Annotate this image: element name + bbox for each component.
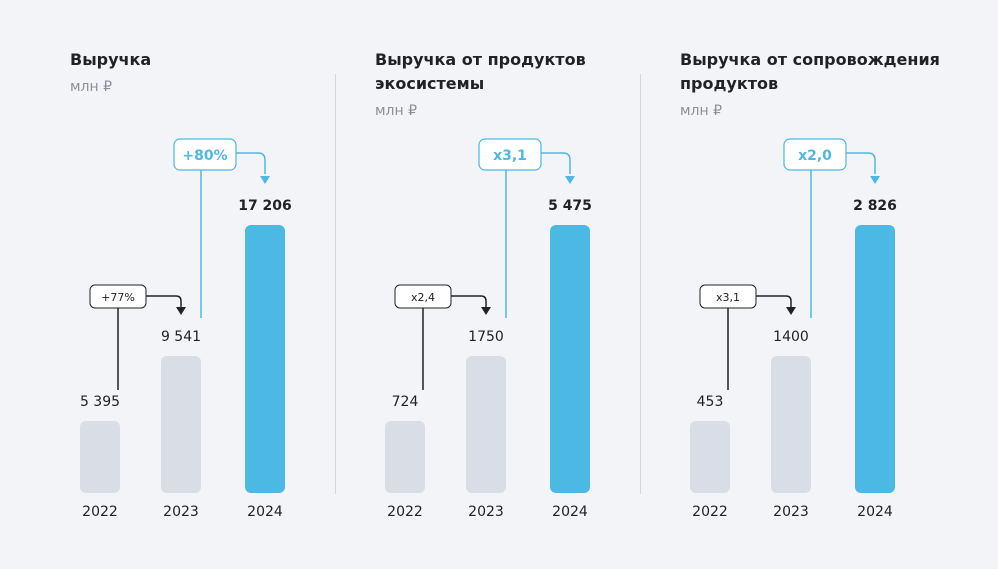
connector-arrow	[451, 295, 487, 307]
data-label: 5 395	[80, 394, 120, 410]
data-label: 724	[392, 394, 419, 410]
bar-2022	[385, 421, 425, 493]
growth-badge-label: +80%	[182, 148, 227, 164]
connector-arrow	[756, 295, 792, 307]
growth-badge-label: +77%	[101, 291, 135, 304]
x-tick-label: 2023	[468, 504, 504, 520]
chart-unit: млн ₽	[680, 103, 723, 119]
arrow-head-icon	[870, 176, 880, 184]
chart-unit: млн ₽	[70, 79, 113, 95]
connector-arrow	[846, 152, 876, 174]
arrow-head-icon	[565, 176, 575, 184]
panel-divider	[640, 74, 641, 494]
chart-title: Выручка от сопровождения продуктов	[680, 50, 940, 93]
x-tick-label: 2022	[387, 504, 423, 520]
chart-title: Выручка от продуктов экосистемы	[375, 50, 586, 93]
connector-arrow	[236, 152, 266, 174]
x-tick-label: 2023	[773, 504, 809, 520]
bar-2024	[855, 225, 895, 493]
bar-2024	[550, 225, 590, 493]
bar-2023	[771, 356, 811, 493]
growth-badge-label: x3,1	[493, 148, 527, 164]
arrow-head-icon	[176, 307, 186, 315]
arrow-head-icon	[260, 176, 270, 184]
x-tick-label: 2022	[692, 504, 728, 520]
growth-badge-label: x2,0	[798, 148, 832, 164]
bar-chart-ecosystem: 724 2022 1750 2023 5 475 2024 x2,4 x3,1	[385, 138, 592, 520]
data-label: 5 475	[548, 198, 592, 214]
growth-badge	[783, 138, 847, 171]
data-label: 453	[697, 394, 724, 410]
panel-divider	[335, 74, 336, 494]
growth-badge	[173, 138, 237, 171]
bar-2023	[466, 356, 506, 493]
data-label: 9 541	[161, 329, 201, 345]
data-label: 17 206	[238, 198, 292, 214]
growth-badge-label: x2,4	[411, 291, 435, 304]
arrow-head-icon	[481, 307, 491, 315]
bar-2024	[245, 225, 285, 493]
x-tick-label: 2024	[552, 504, 588, 520]
chart-title: Выручка	[70, 50, 152, 69]
data-label: 1750	[468, 329, 504, 345]
chart-unit: млн ₽	[375, 103, 418, 119]
growth-badge	[478, 138, 542, 171]
x-tick-label: 2022	[82, 504, 118, 520]
data-label: 2 826	[853, 198, 897, 214]
arrow-head-icon	[786, 307, 796, 315]
chart-panel-support: Выручка от сопровождения продуктов млн ₽…	[680, 0, 985, 569]
chart-panel-ecosystem: Выручка от продуктов экосистемы млн ₽ 72…	[375, 0, 680, 569]
bar-chart-support: 453 2022 1400 2023 2 826 2024 x3,1 x2,0	[690, 138, 897, 520]
connector-arrow	[146, 295, 182, 307]
x-tick-label: 2024	[247, 504, 283, 520]
bar-2022	[690, 421, 730, 493]
bar-chart-revenue: 5 395 2022 9 541 2023 17 206 2024 +77% +80%	[80, 138, 292, 520]
growth-badge-label: x3,1	[716, 291, 740, 304]
x-tick-label: 2023	[163, 504, 199, 520]
data-label: 1400	[773, 329, 809, 345]
connector-arrow	[541, 152, 571, 174]
x-tick-label: 2024	[857, 504, 893, 520]
bar-2022	[80, 421, 120, 493]
chart-panel-revenue: Выручка млн ₽ 5 395 2022 9 541 2023 17 206 20…	[70, 0, 375, 569]
bar-2023	[161, 356, 201, 493]
